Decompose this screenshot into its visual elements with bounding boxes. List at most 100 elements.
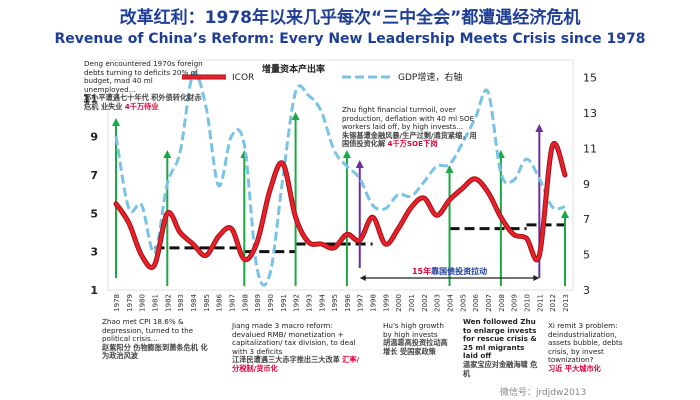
- series-line-gdp: [114, 71, 566, 287]
- x-tick-label: 1994: [318, 293, 326, 311]
- annotation-wen-cn: 温家宝应对金融海啸 危机: [463, 359, 538, 378]
- span-arrowhead-left: [359, 275, 366, 281]
- x-tick-label: 1980: [139, 294, 147, 312]
- span-label-years: 15年: [412, 266, 431, 276]
- legend-icor-cn: 增量资本产出率: [262, 63, 325, 75]
- series-line-icor: [114, 141, 567, 270]
- right-tick-label: 5: [583, 249, 590, 262]
- annotation-wen-en: Wen followed Zhu to enlarge invests for …: [463, 317, 537, 361]
- x-tick-label: 1997: [357, 294, 365, 312]
- right-tick-label: 11: [583, 142, 597, 155]
- span-label-text: 靠国债投资拉动: [431, 266, 487, 276]
- right-tick-label: 13: [583, 107, 597, 120]
- annotation-deng-en: Deng encountered 1970s foreign debts tur…: [84, 59, 203, 94]
- event-arrowhead: [535, 124, 544, 132]
- annotation-hu: Hu's high growth by high invests 胡温靠高投资拉…: [383, 321, 451, 356]
- left-tick-label: 1: [90, 284, 98, 297]
- right-tick-label: 3: [583, 284, 590, 297]
- x-tick-label: 1978: [113, 294, 121, 312]
- x-tick-label: 1979: [126, 294, 134, 312]
- page-title-cn: 改革红利：1978年以来几乎每次“三中全会”都遭遇经济危机: [119, 8, 581, 28]
- watermark: 微信号：jrdjdw2013: [500, 388, 587, 398]
- x-tick-label: 2012: [549, 294, 557, 312]
- x-tick-label: 1992: [293, 294, 301, 312]
- annotation-wen: Wen followed Zhu to enlarge invests for …: [463, 317, 541, 378]
- x-tick-label: 2003: [434, 294, 442, 312]
- page-title-en: Revenue of China’s Reform: Every New Lea…: [54, 31, 646, 47]
- x-tick-label: 1987: [228, 294, 236, 312]
- right-tick-label: 9: [583, 178, 590, 191]
- right-tick-label: 15: [583, 72, 597, 85]
- right-axis: 3 5 7 9 11 13 15: [583, 72, 597, 297]
- series-line-icor-outline: [113, 140, 568, 271]
- annotation-hu-cn: 胡温靠高投资拉动高增长 受国家政策: [383, 338, 448, 356]
- annotation-deng: Deng encountered 1970s foreign debts tur…: [84, 59, 204, 112]
- x-tick-label: 2011: [536, 294, 544, 312]
- annotation-zhu-cn: 朱镕基遭金融风暴/生产过剩/通货紧缩，用国债投资化解: [342, 130, 477, 149]
- event-arrowhead: [112, 118, 120, 126]
- plot-area: [107, 59, 574, 291]
- x-tick-label: 2005: [459, 294, 467, 312]
- x-tick-label: 2013: [562, 294, 570, 312]
- annotation-jiang-en: Jiang made 3 macro reform: devalued RMB/…: [232, 321, 356, 356]
- x-tick-label: 1990: [267, 294, 275, 312]
- x-tick-label: 1982: [164, 294, 172, 312]
- x-tick-label: 2004: [447, 293, 455, 311]
- left-tick-label: 11: [83, 92, 98, 105]
- x-tick-label: 1983: [177, 294, 185, 312]
- event-arrowhead: [561, 210, 569, 218]
- x-tick-label: 1985: [203, 294, 211, 312]
- x-tick-label: 2009: [511, 294, 519, 312]
- legend: ICOR 增量资本产出率 GDP增速，右轴: [182, 63, 462, 83]
- span-indicator: 15年靠国债投资拉动: [359, 266, 540, 281]
- x-tick-label: 2000: [395, 294, 403, 312]
- x-tick-label: 1993: [305, 294, 313, 312]
- right-tick-label: 7: [583, 213, 590, 226]
- x-tick-label: 1998: [370, 294, 378, 312]
- x-tick-label: 2010: [524, 294, 532, 312]
- x-tick-label: 1984: [190, 293, 198, 311]
- x-tick-label: 2002: [421, 294, 429, 312]
- annotation-zhao-cn: 赵紫阳分 伤物膨胀到萧条危机 化为政治风波: [102, 342, 208, 361]
- span-arrowhead-right: [533, 275, 540, 281]
- event-arrowhead: [342, 150, 351, 158]
- annotation-xi-en: Xi remit 3 problem: deindustrialization,…: [548, 321, 623, 365]
- event-arrowhead: [445, 165, 454, 173]
- left-axis: 1 3 5 7 9 11: [83, 92, 98, 297]
- annotation-zhao: Zhao met CPI 18.6% & depression, turned …: [102, 317, 214, 361]
- x-tick-label: 2008: [498, 294, 506, 312]
- x-tick-label: 1988: [241, 294, 249, 312]
- annotation-hu-en: Hu's high growth by high invests: [383, 321, 444, 339]
- x-tick-label: 2006: [472, 293, 480, 311]
- legend-gdp: GDP增速，右轴: [398, 71, 462, 83]
- x-tick-label: 2001: [408, 294, 416, 312]
- event-arrowhead: [163, 150, 172, 158]
- span-label: 15年靠国债投资拉动: [412, 266, 487, 276]
- event-arrowhead: [291, 112, 300, 120]
- annotation-xi-highlight: 习近 平大城市化: [548, 363, 601, 373]
- x-tick-label: 1989: [254, 294, 262, 312]
- x-tick-label: 1996: [344, 293, 352, 311]
- x-tick-label: 1981: [151, 294, 159, 312]
- left-tick-label: 9: [90, 131, 98, 144]
- x-tick-label: 1986: [216, 293, 224, 311]
- annotation-zhu: Zhu fight financial turmoil, over produc…: [342, 105, 480, 149]
- event-arrowhead: [355, 160, 364, 168]
- left-tick-label: 5: [90, 207, 98, 220]
- annotation-jiang: Jiang made 3 macro reform: devalued RMB/…: [232, 321, 362, 374]
- left-tick-label: 7: [90, 169, 98, 182]
- event-arrows: [112, 112, 569, 286]
- left-tick-label: 3: [90, 246, 98, 259]
- x-tick-label: 1999: [382, 294, 390, 312]
- legend-icor: ICOR: [232, 73, 254, 83]
- x-tick-label: 1995: [331, 294, 339, 312]
- annotation-jiang-cn: 江泽民遭遇三大赤字推出三大改革: [232, 355, 340, 365]
- x-tick-label: 1991: [280, 294, 288, 312]
- x-axis: 1978 1979 1980 1981 1982 1983 1984 1985 1986 1987…: [113, 293, 570, 311]
- annotation-zhu-highlight: 4千万SOE下岗: [387, 139, 438, 149]
- annotation-zhu-en: Zhu fight financial turmoil, over produc…: [342, 105, 475, 132]
- annotation-deng-highlight: 4千万待业: [124, 101, 159, 111]
- annotation-jiang-highlight: 汇率/分税制/货币化: [232, 355, 360, 373]
